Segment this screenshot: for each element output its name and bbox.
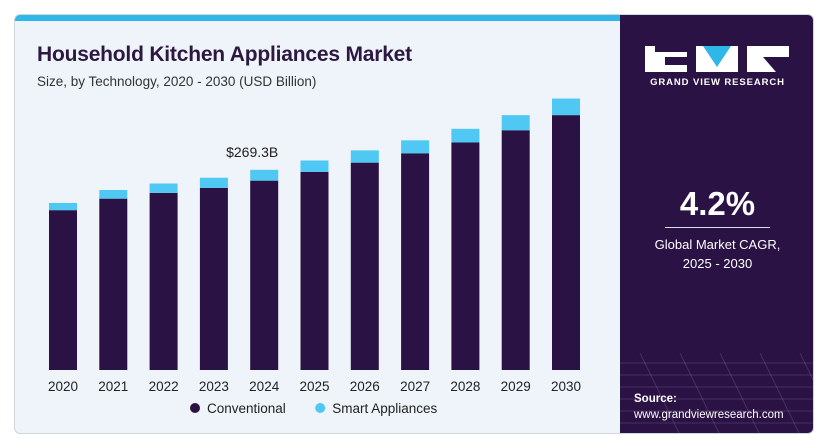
bar-conventional [501, 130, 530, 370]
brand-panel: GRAND VIEW RESEARCH 4.2% Global Market C… [620, 15, 813, 433]
data-label: $269.3B [226, 144, 278, 160]
bar-smart-appliances [199, 177, 228, 188]
x-tick-label: 2026 [350, 379, 380, 394]
legend-marker [315, 403, 326, 413]
bar-smart-appliances [149, 183, 178, 193]
x-tick-label: 2023 [199, 379, 229, 394]
x-tick-label: 2020 [48, 379, 78, 394]
bar-smart-appliances [552, 98, 580, 116]
bar-smart-appliances [99, 190, 128, 199]
x-tick-label: 2030 [551, 379, 581, 394]
bar-smart-appliances [401, 140, 430, 154]
cagr-label-line1: Global Market CAGR, [654, 237, 781, 252]
legend-label: Conventional [207, 401, 286, 416]
decorative-pattern [620, 353, 813, 433]
bar-conventional [552, 115, 580, 371]
bar-conventional [49, 210, 77, 370]
bar-conventional [401, 153, 430, 370]
x-tick-label: 2025 [299, 379, 329, 394]
infographic-card: 2020 2021 2022 2023 2024 2025 2026 2027 2028 2029… [14, 14, 814, 434]
x-tick-label: 2028 [450, 379, 480, 394]
legend-marker [190, 403, 200, 413]
bar-conventional [451, 142, 480, 370]
bar-smart-appliances [350, 150, 379, 163]
bar-conventional [250, 180, 279, 370]
chart-subtitle: Size, by Technology, 2020 - 2030 (USD Bi… [37, 74, 317, 89]
accent-bar [15, 15, 620, 21]
x-tick-label: 2021 [98, 379, 128, 394]
divider [665, 227, 770, 228]
cagr-label-line2: 2025 - 2030 [682, 256, 753, 271]
source-label: Source: [634, 393, 677, 405]
bar-smart-appliances [451, 128, 480, 143]
bar-conventional [300, 172, 329, 370]
x-tick-label: 2029 [501, 379, 531, 394]
bar-smart-appliances [300, 160, 329, 172]
x-tick-label: 2022 [149, 379, 179, 394]
source-url[interactable]: www.grandviewresearch.com [634, 409, 784, 421]
grand-view-research-logo-icon [645, 46, 789, 72]
bar-smart-appliances [501, 115, 530, 131]
bar-conventional [149, 192, 178, 370]
chart-panel: 2020 2021 2022 2023 2024 2025 2026 2027 2028 2029… [15, 21, 620, 433]
stacked-bar-chart: 2020 2021 2022 2023 2024 2025 2026 2027 2028 2029… [48, 98, 581, 416]
bar-conventional [99, 198, 128, 370]
x-tick-label: 2027 [400, 379, 430, 394]
x-tick-label: 2024 [249, 379, 280, 394]
cagr-label: Global Market CAGR, 2025 - 2030 [620, 235, 813, 273]
bar-conventional [199, 187, 228, 370]
bar-smart-appliances [49, 202, 77, 211]
cagr-value: 4.2% [679, 185, 756, 222]
brand-name: GRAND VIEW RESEARCH [650, 77, 785, 88]
chart-title: Household Kitchen Appliances Market [37, 43, 412, 66]
legend-label: Smart Appliances [332, 401, 437, 416]
bar-smart-appliances [250, 169, 279, 181]
bar-conventional [350, 162, 379, 370]
